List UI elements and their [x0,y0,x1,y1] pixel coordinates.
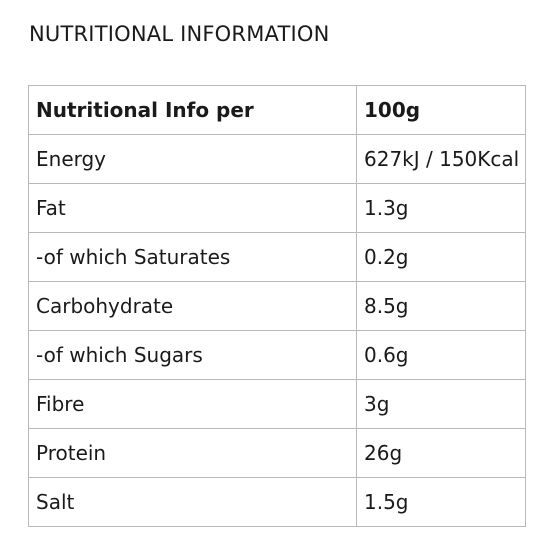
table-header-row: Nutritional Info per 100g [28,85,526,135]
table-row: Salt 1.5g [28,477,526,527]
nutrient-value: 3g [356,379,526,429]
nutrient-label: -of which Saturates [28,232,357,282]
table-row: Fat 1.3g [28,183,526,233]
nutrient-value: 1.5g [356,477,526,527]
nutrient-value: 1.3g [356,183,526,233]
table-row: Carbohydrate 8.5g [28,281,526,331]
nutrient-label: -of which Sugars [28,330,357,380]
table-row: Energy 627kJ / 150Kcal [28,134,526,184]
nutrient-value: 627kJ / 150Kcal [356,134,526,184]
nutrition-table: Nutritional Info per 100g Energy 627kJ /… [28,85,526,527]
nutrient-value: 26g [356,428,526,478]
nutrient-label: Energy [28,134,357,184]
table-row: -of which Saturates 0.2g [28,232,526,282]
nutrient-label: Carbohydrate [28,281,357,331]
page-title: NUTRITIONAL INFORMATION [29,22,330,46]
table-row: Protein 26g [28,428,526,478]
nutrient-label: Protein [28,428,357,478]
header-label-cell: Nutritional Info per [28,85,357,135]
header-value-cell: 100g [356,85,526,135]
nutrient-label: Salt [28,477,357,527]
table-row: -of which Sugars 0.6g [28,330,526,380]
table-row: Fibre 3g [28,379,526,429]
nutrient-label: Fat [28,183,357,233]
nutrient-label: Fibre [28,379,357,429]
nutrient-value: 0.6g [356,330,526,380]
nutrient-value: 0.2g [356,232,526,282]
nutrient-value: 8.5g [356,281,526,331]
